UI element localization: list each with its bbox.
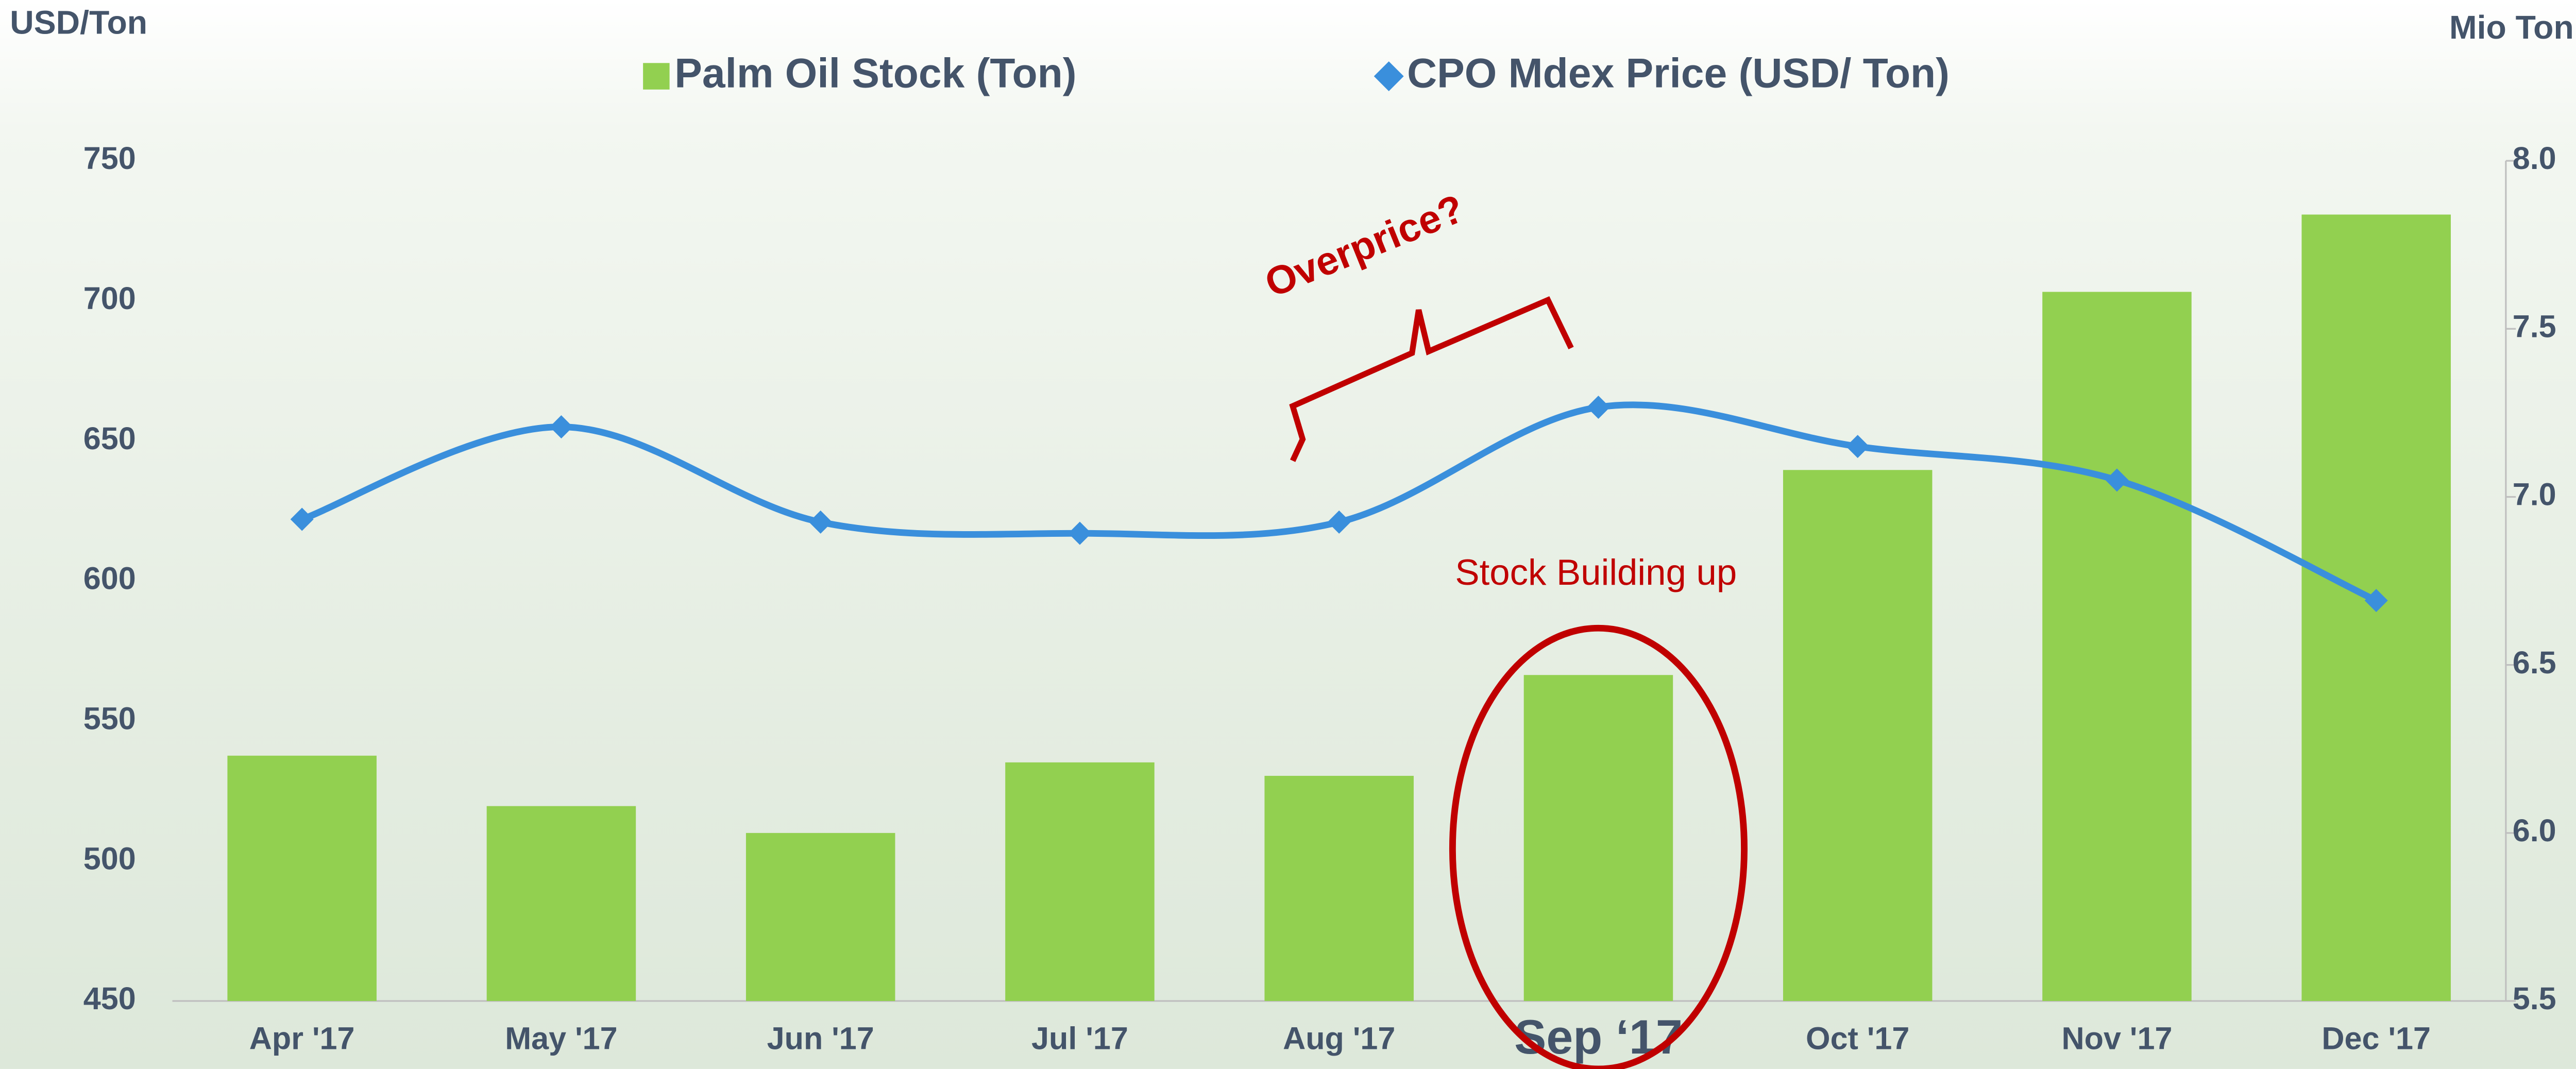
y-tick-label: 550 bbox=[83, 701, 136, 736]
bar bbox=[1264, 776, 1414, 1001]
bar bbox=[227, 756, 377, 1001]
x-tick-label: Jul '17 bbox=[1031, 1021, 1128, 1056]
bar bbox=[746, 833, 895, 1001]
legend-label: CPO Mdex Price (USD/ Ton) bbox=[1407, 50, 1950, 96]
x-tick-label: Sep ‘17 bbox=[1514, 1010, 1683, 1064]
y2-tick-label: 7.5 bbox=[2513, 309, 2556, 344]
x-tick-label: Dec '17 bbox=[2321, 1021, 2431, 1056]
bar bbox=[487, 806, 636, 1001]
chart: USD/Ton Mio Ton Overprice? Stock Buildin… bbox=[0, 0, 2576, 1069]
y-tick-label: 600 bbox=[83, 561, 136, 596]
y-tick-label: 700 bbox=[83, 281, 136, 316]
y-axis-label: USD/Ton bbox=[10, 4, 147, 41]
y2-tick-label: 8.0 bbox=[2513, 141, 2556, 176]
y2-tick-label: 5.5 bbox=[2513, 981, 2556, 1016]
y2-tick-label: 7.0 bbox=[2513, 477, 2556, 512]
bar bbox=[2042, 292, 2192, 1002]
y-tick-label: 450 bbox=[83, 981, 136, 1016]
x-tick-label: Aug '17 bbox=[1283, 1021, 1395, 1056]
x-tick-label: Apr '17 bbox=[249, 1021, 355, 1056]
bar bbox=[1005, 762, 1155, 1001]
y-tick-label: 750 bbox=[83, 141, 136, 176]
x-tick-label: Nov '17 bbox=[2062, 1021, 2173, 1056]
bar bbox=[1524, 675, 1673, 1001]
page: {"chart_data": { "type": "bar-line", "y_… bbox=[0, 0, 2576, 1069]
y-tick-label: 650 bbox=[83, 421, 136, 456]
y2-tick-label: 6.0 bbox=[2513, 813, 2556, 848]
annotation: Stock Building up bbox=[1455, 552, 1737, 592]
x-tick-label: Jun '17 bbox=[767, 1021, 874, 1056]
y-tick-label: 500 bbox=[83, 841, 136, 876]
y2-tick-label: 6.5 bbox=[2513, 645, 2556, 680]
x-tick-label: Oct '17 bbox=[1806, 1021, 1909, 1056]
legend-swatch bbox=[643, 63, 669, 89]
y2-axis-label: Mio Ton bbox=[2449, 9, 2574, 46]
x-tick-label: May '17 bbox=[505, 1021, 617, 1056]
bar bbox=[1783, 470, 1933, 1001]
legend-label: Palm Oil Stock (Ton) bbox=[674, 50, 1076, 96]
